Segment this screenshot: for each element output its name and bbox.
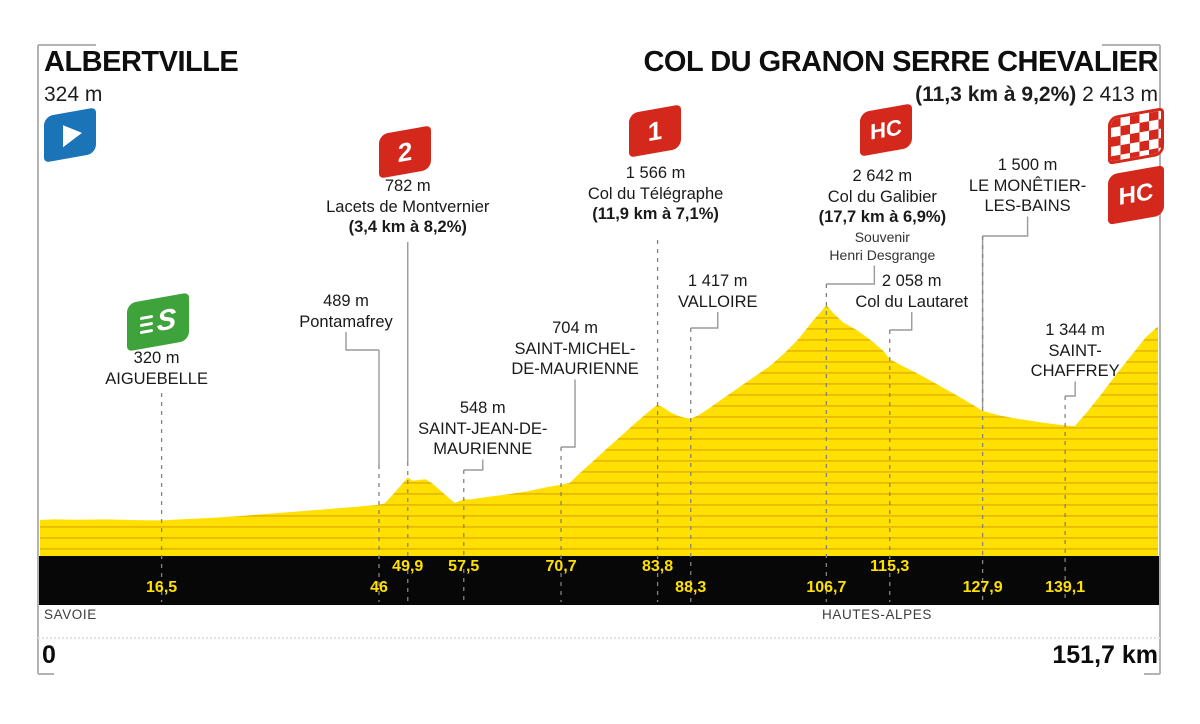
total-distance-value: 151,7 km	[1052, 641, 1158, 669]
waypoint-note: Souvenir	[854, 228, 910, 245]
start-header: ALBERTVILLE 324 m	[44, 46, 239, 108]
start-km-value: 0	[42, 641, 56, 669]
connector-1	[345, 332, 380, 465]
waypoint-elevation: 489 m	[323, 292, 369, 310]
km-label-1: 46	[370, 579, 388, 596]
category-label: 2	[397, 135, 412, 168]
finish-header: COL DU GRANON SERRE CHEVALIER (11,3 km à…	[643, 46, 1158, 108]
waypoint-elevation: 1 566 m	[625, 164, 686, 182]
km-label-2: 49,9	[392, 558, 424, 575]
km-label-6: 88,3	[675, 579, 707, 596]
connector-9	[981, 216, 1029, 408]
finish-climb-gradient: (11,3 km à 9,2%)	[915, 83, 1077, 106]
waypoint-gradient: (17,7 km à 6,9%)	[818, 208, 947, 226]
connector-6	[690, 312, 719, 329]
km-bar	[38, 556, 1160, 605]
waypoint-name: SAINT-JEAN-DE-	[418, 419, 548, 438]
km-label-8: 115,3	[870, 558, 910, 575]
finish-town-name: COL DU GRANON SERRE CHEVALIER	[643, 46, 1158, 78]
finish-hc-category-flag: HC	[1108, 165, 1164, 225]
waypoint-label-8: 2 058 m Col du Lautaret	[855, 271, 968, 312]
waypoint-name: Lacets de Montvernier	[326, 197, 490, 216]
waypoint-elevation: 704 m	[552, 319, 598, 337]
waypoint-note: Henri Desgrange	[829, 246, 936, 263]
waypoint-label-2: 782 m Lacets de Montvernier (3,4 km à 8,2%…	[326, 176, 489, 238]
waypoint-label-7: 2 642 m Col du Galibier (17,7 km à 6,9%) So…	[819, 166, 947, 264]
km-label-5: 83,8	[642, 558, 674, 575]
km-label-4: 70,7	[545, 558, 577, 575]
connector-3	[463, 459, 484, 471]
waypoint-label-5: 1 566 m Col du Télégraphe (11,9 km à 7,1%)	[588, 163, 723, 225]
waypoint-name: Col du Galibier	[827, 187, 937, 206]
category-2-flag-icon: 2	[378, 125, 431, 179]
km-label-9: 127,9	[962, 579, 1003, 596]
connector-10	[1065, 381, 1076, 397]
footer-dotted-separator	[38, 637, 1160, 639]
waypoint-label-0: 320 m AIGUEBELLE	[105, 348, 208, 389]
start-arrow-icon	[62, 121, 82, 148]
waypoint-label-9: 1 500 m LE MONÊTIER- LES-BAINS	[969, 155, 1086, 217]
waypoint-elevation: 320 m	[133, 349, 180, 367]
waypoint-elevation: 1 344 m	[1045, 321, 1105, 339]
sprint-s-label: S	[156, 302, 176, 338]
waypoint-elevation: 1 500 m	[997, 156, 1058, 174]
waypoint-label-3: 548 m SAINT-JEAN-DE- MAURIENNE	[418, 398, 547, 460]
waypoint-name: Pontamafrey	[299, 312, 393, 331]
waypoint-name: AIGUEBELLE	[105, 369, 208, 388]
category-label: 1	[647, 114, 662, 147]
elevation-area	[40, 305, 1158, 556]
waypoint-gradient: (3,4 km à 8,2%)	[348, 218, 467, 236]
finish-hc-label: HC	[1118, 177, 1154, 212]
waypoint-label-6: 1 417 m VALLOIRE	[678, 271, 757, 312]
finish-checkered-flag-icon	[1108, 107, 1164, 165]
category-HC-flag-icon: HC	[860, 103, 913, 157]
waypoint-name: SAINT-MICHEL-	[514, 339, 636, 358]
waypoint-name: Col du Lautaret	[855, 292, 969, 311]
checker-pattern	[1111, 109, 1161, 163]
finish-elevation: 2 413 m	[1082, 83, 1158, 106]
km-label-7: 106,7	[806, 579, 847, 596]
waypoint-name: CHAFFREY	[1030, 362, 1120, 380]
category-label: HC	[870, 114, 903, 145]
start-town-name: ALBERTVILLE	[44, 46, 239, 78]
start-elevation: 324 m	[44, 83, 103, 106]
waypoint-name: VALLOIRE	[678, 292, 758, 311]
waypoint-name: LES-BAINS	[984, 197, 1071, 215]
waypoint-name: Col du Télégraphe	[587, 184, 724, 203]
connector-8	[889, 312, 913, 331]
waypoint-elevation: 2 058 m	[881, 272, 942, 290]
region-label-left: SAVOIE	[44, 607, 97, 622]
waypoint-name: LE MONÊTIER-	[968, 176, 1087, 195]
km-label-3: 57,5	[448, 558, 480, 575]
waypoint-elevation: 548 m	[459, 399, 506, 417]
km-label-10: 139,1	[1045, 579, 1086, 596]
category-1-flag-icon: 1	[628, 104, 681, 158]
waypoint-elevation: 782 m	[384, 177, 431, 195]
connector-4	[561, 379, 576, 448]
connector-7	[826, 265, 876, 285]
finish-subtitle: (11,3 km à 9,2%) 2 413 m	[643, 82, 1158, 108]
waypoint-elevation: 1 417 m	[687, 272, 748, 290]
waypoint-name: MAURIENNE	[433, 440, 533, 458]
waypoint-label-1: 489 m Pontamafrey	[299, 291, 393, 332]
speed-lines-icon	[139, 314, 153, 334]
start-flag-icon	[44, 107, 96, 163]
waypoint-name: DE-MAURIENNE	[511, 360, 639, 378]
waypoint-gradient: (11,9 km à 7,1%)	[592, 205, 719, 223]
waypoint-label-4: 704 m SAINT-MICHEL- DE-MAURIENNE	[511, 318, 638, 380]
region-label-right: HAUTES-ALPES	[822, 607, 932, 622]
waypoint-label-10: 1 344 m SAINT- CHAFFREY	[1031, 320, 1120, 382]
waypoint-name: SAINT-	[1048, 341, 1102, 360]
waypoint-elevation: 2 642 m	[852, 167, 913, 185]
km-label-0: 16,5	[146, 579, 178, 596]
